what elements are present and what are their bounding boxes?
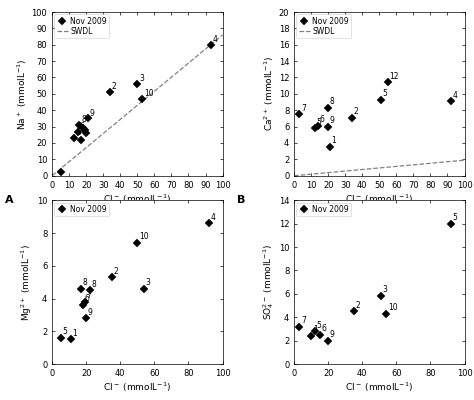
- Text: 7: 7: [301, 104, 306, 113]
- Text: 2: 2: [354, 107, 358, 116]
- Text: 1: 1: [73, 329, 77, 338]
- Legend: Nov 2009, SWDL: Nov 2009, SWDL: [296, 14, 351, 38]
- Text: 5: 5: [316, 320, 321, 330]
- Text: 9: 9: [90, 109, 94, 118]
- Text: 5: 5: [453, 213, 457, 222]
- Text: 1: 1: [313, 325, 318, 334]
- Text: A: A: [5, 195, 13, 205]
- Text: B: B: [237, 195, 246, 205]
- Text: 5: 5: [76, 128, 81, 137]
- Text: 4: 4: [453, 90, 457, 100]
- Text: 6: 6: [80, 122, 84, 131]
- Text: 6: 6: [319, 115, 325, 124]
- Legend: Nov 2009: Nov 2009: [296, 202, 351, 216]
- Text: 1: 1: [332, 136, 337, 146]
- Text: 8: 8: [81, 115, 86, 124]
- Text: 4: 4: [212, 35, 217, 44]
- Y-axis label: Ca$^{2+}$ (mmolL$^{-1}$): Ca$^{2+}$ (mmolL$^{-1}$): [263, 56, 276, 132]
- X-axis label: Cl$^-$ (mmolL$^{-1}$): Cl$^-$ (mmolL$^{-1}$): [345, 192, 413, 206]
- X-axis label: Cl$^-$ (mmolL$^{-1}$): Cl$^-$ (mmolL$^{-1}$): [103, 192, 172, 206]
- Text: 8: 8: [91, 280, 96, 289]
- Y-axis label: SO$_4^{2-}$ (mmolL$^{-1}$): SO$_4^{2-}$ (mmolL$^{-1}$): [261, 244, 276, 320]
- Text: 3: 3: [139, 74, 144, 83]
- X-axis label: Cl$^-$ (mmolL$^{-1}$): Cl$^-$ (mmolL$^{-1}$): [345, 381, 413, 394]
- Y-axis label: Mg$^{2+}$ (mmolL$^{-1}$): Mg$^{2+}$ (mmolL$^{-1}$): [19, 244, 34, 320]
- Text: 9: 9: [330, 330, 335, 339]
- Y-axis label: Na$^+$ (mmolL$^{-1}$): Na$^+$ (mmolL$^{-1}$): [15, 58, 29, 130]
- Text: 6: 6: [84, 294, 90, 304]
- Text: 5: 5: [316, 118, 321, 127]
- Text: 8: 8: [330, 97, 335, 106]
- Text: 4: 4: [210, 212, 216, 222]
- Text: 10: 10: [139, 232, 149, 241]
- Text: 3: 3: [146, 278, 151, 287]
- Text: 3: 3: [383, 286, 388, 294]
- Text: 8: 8: [83, 278, 88, 287]
- Text: 6: 6: [321, 324, 326, 333]
- Text: 9: 9: [330, 116, 335, 125]
- Text: 2: 2: [356, 301, 360, 310]
- Legend: Nov 2009, SWDL: Nov 2009, SWDL: [55, 14, 109, 38]
- Text: 2: 2: [113, 266, 118, 276]
- Text: 5: 5: [383, 89, 388, 98]
- Text: 12: 12: [390, 72, 399, 81]
- Text: 5: 5: [63, 327, 67, 336]
- X-axis label: Cl$^-$ (mmolL$^{-1}$): Cl$^-$ (mmolL$^{-1}$): [103, 381, 172, 394]
- Text: 10: 10: [388, 303, 398, 312]
- Text: 7: 7: [301, 316, 306, 325]
- Legend: Nov 2009: Nov 2009: [55, 202, 109, 216]
- Text: 9: 9: [88, 308, 93, 316]
- Text: 7: 7: [86, 291, 91, 300]
- Text: 10: 10: [144, 89, 154, 98]
- Text: 2: 2: [112, 82, 117, 92]
